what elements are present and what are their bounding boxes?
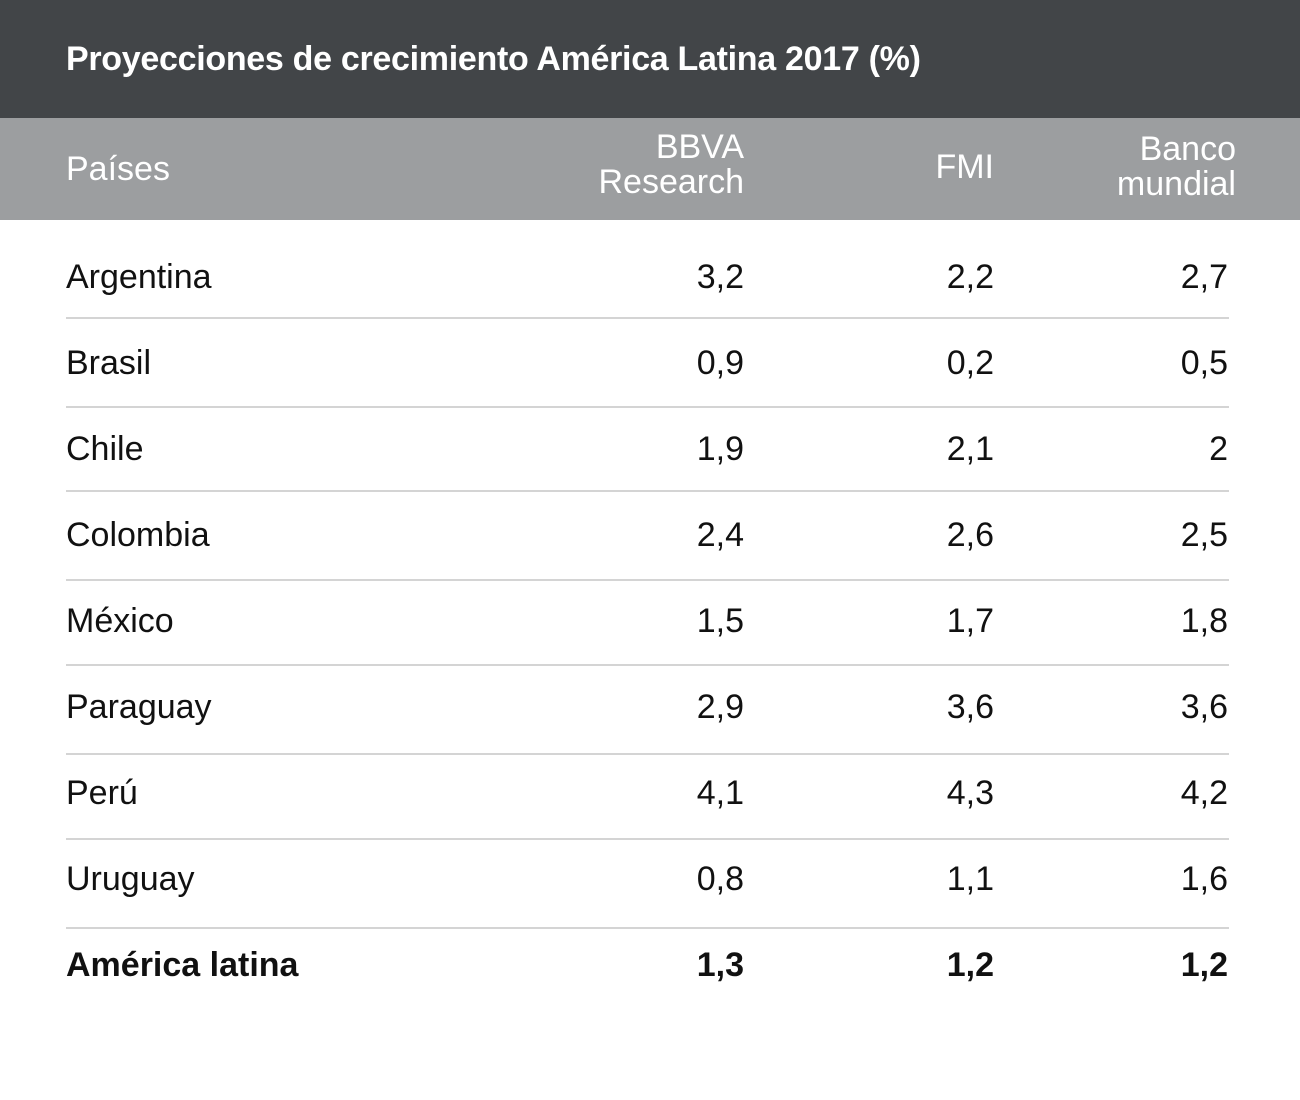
fmi-value: 4,3 — [946, 774, 994, 812]
row-divider — [66, 317, 1229, 319]
row-divider — [66, 579, 1229, 581]
country-label: México — [66, 602, 174, 640]
country-label: Paraguay — [66, 688, 212, 726]
row-divider — [66, 927, 1229, 929]
table-title: Proyecciones de crecimiento América Lati… — [66, 40, 921, 78]
table-row-colombia: Colombia 2,4 2,6 2,5 — [0, 492, 1300, 578]
header-fmi: FMI — [935, 150, 994, 185]
banco-mundial-value: 3,6 — [1180, 688, 1228, 726]
table-row-uruguay: Uruguay 0,8 1,1 1,6 — [0, 836, 1300, 922]
country-label: América latina — [66, 946, 299, 984]
bbva-value: 2,4 — [696, 516, 744, 554]
row-divider — [66, 753, 1229, 755]
fmi-value: 3,6 — [946, 688, 994, 726]
title-bar: Proyecciones de crecimiento América Lati… — [0, 0, 1300, 118]
fmi-value: 2,6 — [946, 516, 994, 554]
bbva-value: 2,9 — [696, 688, 744, 726]
header-bbva-line-2: Research — [598, 163, 744, 201]
header-banco-line-2: mundial — [1116, 165, 1236, 203]
table-row-total: América latina 1,3 1,2 1,2 — [0, 922, 1300, 1008]
table-row-paraguay: Paraguay 2,9 3,6 3,6 — [0, 664, 1300, 750]
table-row-chile: Chile 1,9 2,1 2 — [0, 406, 1300, 492]
country-label: Uruguay — [66, 860, 195, 898]
table-row-brasil: Brasil 0,9 0,2 0,5 — [0, 320, 1300, 406]
banco-mundial-value: 2,7 — [1180, 258, 1228, 296]
fmi-value: 2,2 — [946, 258, 994, 296]
fmi-value: 1,7 — [946, 602, 994, 640]
header-banco-mundial: Banco mundial — [1117, 132, 1236, 202]
row-divider — [66, 664, 1229, 666]
banco-mundial-value: 4,2 — [1180, 774, 1228, 812]
header-paises-line: Países — [66, 150, 170, 188]
row-divider — [66, 490, 1229, 492]
header-paises: Países — [66, 152, 170, 187]
banco-mundial-value: 1,6 — [1180, 860, 1228, 898]
country-label: Colombia — [66, 516, 210, 554]
bbva-value: 1,9 — [696, 430, 744, 468]
bbva-value: 0,9 — [696, 344, 744, 382]
fmi-value: 0,2 — [946, 344, 994, 382]
bbva-value: 1,5 — [696, 602, 744, 640]
row-divider — [66, 838, 1229, 840]
header-bbva-line-1: BBVA — [655, 128, 744, 166]
table-row-argentina: Argentina 3,2 2,2 2,7 — [0, 234, 1300, 320]
banco-mundial-value: 1,8 — [1180, 602, 1228, 640]
banco-mundial-value: 0,5 — [1180, 344, 1228, 382]
row-divider — [66, 406, 1229, 408]
country-label: Perú — [66, 774, 138, 812]
country-label: Chile — [66, 430, 144, 468]
table-header: Países BBVA Research FMI Banco mundial — [0, 118, 1300, 220]
banco-mundial-value: 2 — [1209, 430, 1228, 468]
table-row-mexico: México 1,5 1,7 1,8 — [0, 578, 1300, 664]
bbva-value: 4,1 — [696, 774, 744, 812]
banco-mundial-value: 2,5 — [1180, 516, 1228, 554]
fmi-value: 1,2 — [946, 946, 994, 984]
header-fmi-line: FMI — [935, 148, 994, 186]
fmi-value: 2,1 — [946, 430, 994, 468]
country-label: Brasil — [66, 344, 152, 382]
bbva-value: 1,3 — [696, 946, 744, 984]
country-label: Argentina — [66, 258, 212, 296]
fmi-value: 1,1 — [946, 860, 994, 898]
table-row-peru: Perú 4,1 4,3 4,2 — [0, 750, 1300, 836]
bbva-value: 3,2 — [696, 258, 744, 296]
header-bbva-research: BBVA Research — [598, 130, 744, 200]
banco-mundial-value: 1,2 — [1180, 946, 1228, 984]
bbva-value: 0,8 — [696, 860, 744, 898]
header-banco-line-1: Banco — [1139, 130, 1236, 168]
